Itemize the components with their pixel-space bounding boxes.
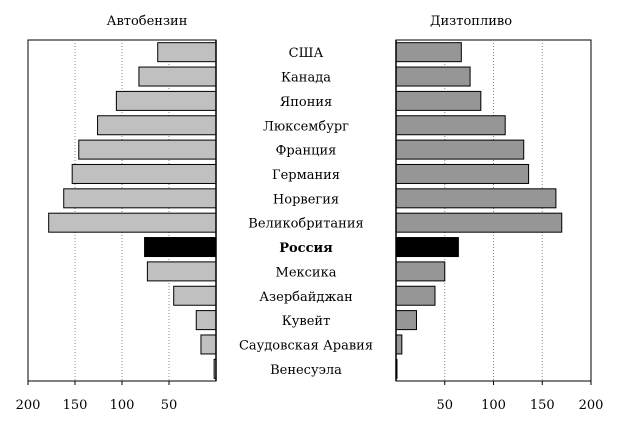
diesel-bar (395, 139, 525, 160)
gasoline-tick-label: 50 (161, 398, 178, 413)
country-label: Саудовская Аравия (239, 338, 373, 353)
diesel-bar (395, 334, 403, 355)
gasoline-bar (78, 139, 217, 160)
gasoline-bar (157, 42, 217, 63)
diesel-panel: 50 100 150 200 (395, 39, 604, 413)
country-label: Россия (279, 241, 333, 256)
diesel-bar (395, 115, 506, 136)
diesel-bar (395, 212, 563, 233)
country-label: Япония (280, 95, 333, 110)
diesel-bar (395, 163, 530, 184)
country-label: Люксембург (263, 119, 349, 134)
gasoline-bar (173, 285, 217, 306)
gasoline-bar (97, 115, 217, 136)
gasoline-bar (195, 310, 217, 331)
country-label: Мексика (276, 265, 337, 280)
diesel-bar (395, 310, 417, 331)
gasoline-bar (115, 90, 217, 111)
diesel-bar (395, 42, 462, 63)
country-label: Германия (272, 168, 340, 183)
gasoline-bar (146, 261, 217, 282)
country-label: Кувейт (282, 314, 331, 329)
diesel-title: Дизтопливо (430, 14, 512, 29)
country-label: Венесуэла (270, 363, 342, 378)
country-label: Великобритания (248, 217, 363, 232)
gasoline-bar (138, 66, 217, 87)
gasoline-bar (200, 334, 217, 355)
gasoline-bar (71, 163, 217, 184)
gasoline-tick-label: 200 (16, 398, 41, 413)
diesel-bar (395, 285, 436, 306)
diesel-bar (395, 90, 482, 111)
gasoline-title: Автобензин (107, 14, 188, 29)
country-labels: США Канада Япония Люксембург Франция Германия… (239, 46, 373, 378)
diesel-bar (395, 188, 557, 209)
country-label: США (289, 46, 324, 61)
country-label: Канада (281, 71, 331, 86)
diesel-bar (395, 261, 446, 282)
diesel-tick-label: 200 (579, 398, 604, 413)
gasoline-tick-label: 150 (63, 398, 88, 413)
country-label: Норвегия (273, 192, 339, 207)
gasoline-tick-label: 100 (110, 398, 135, 413)
gasoline-panel: 200 150 100 50 (16, 39, 217, 413)
gasoline-bar (48, 212, 217, 233)
gasoline-bar (144, 237, 217, 258)
diesel-tick-label: 50 (436, 398, 453, 413)
country-label: Франция (276, 144, 337, 159)
diesel-tick-label: 150 (530, 398, 555, 413)
diesel-bar (395, 237, 459, 258)
diesel-tick-label: 100 (481, 398, 506, 413)
country-label: Азербайджан (259, 290, 353, 305)
gasoline-bar (63, 188, 217, 209)
diesel-bar (395, 66, 471, 87)
